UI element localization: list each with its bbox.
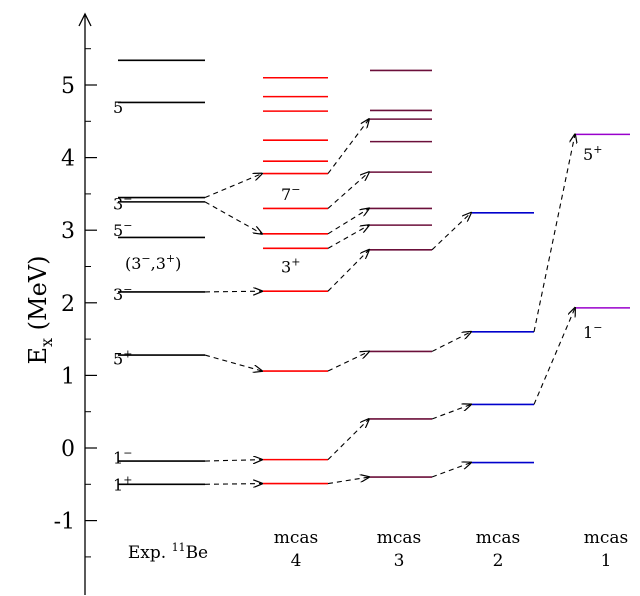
transition-arrow xyxy=(327,477,369,485)
transition-arrow xyxy=(204,201,262,234)
column-number-mcas4: 4 xyxy=(291,551,302,571)
transition-arrow xyxy=(204,460,262,461)
transition-arrow xyxy=(533,308,575,405)
column-label-mcas3: mcas xyxy=(377,528,422,548)
y-tick-label: 0 xyxy=(61,437,75,462)
column-label-mcas2: mcas xyxy=(476,528,521,548)
spin-parity-label: 3+ xyxy=(281,256,300,277)
column-number-mcas3: 3 xyxy=(394,551,405,571)
transition-arrows xyxy=(204,119,575,485)
transition-arrow xyxy=(431,404,471,420)
y-axis: -1 0 1 2 3 4 5 Ex (MeV) xyxy=(24,12,97,595)
spin-parity-label: 5− xyxy=(113,219,132,240)
spin-parity-label: 1+ xyxy=(113,473,132,494)
column-label-mcas1: mcas xyxy=(584,528,629,548)
y-tick-label: 2 xyxy=(61,292,75,317)
transition-arrow xyxy=(204,354,262,371)
energy-levels xyxy=(118,59,630,486)
transition-arrow xyxy=(327,208,369,235)
transition-arrow xyxy=(204,484,262,485)
y-axis-arrow-icon xyxy=(78,12,92,27)
transition-arrow xyxy=(327,250,369,292)
transition-arrow xyxy=(431,463,471,478)
transition-arrow xyxy=(533,134,575,332)
y-tick-label: 5 xyxy=(61,74,75,99)
transition-arrow xyxy=(327,419,369,461)
transition-arrow xyxy=(327,119,369,174)
spin-parity-label: 5+ xyxy=(583,143,602,164)
y-tick-label: 3 xyxy=(61,219,75,244)
y-axis-label: Ex (MeV) xyxy=(24,255,56,364)
spin-parity-label: 5+ xyxy=(113,348,132,369)
transition-arrow xyxy=(327,172,369,209)
transition-arrow xyxy=(327,225,369,249)
transition-arrow xyxy=(204,174,262,199)
y-tick-label: 1 xyxy=(61,364,75,389)
column-number-mcas1: 1 xyxy=(601,551,612,571)
spin-parity-label: 1− xyxy=(583,321,602,342)
y-tick-label: -1 xyxy=(54,510,75,535)
level-labels: 1+ 1− 5+ 3− (3−,3+) 5− 3− 5− 3+ 7− 5+ 1− xyxy=(113,96,602,495)
transition-arrow xyxy=(204,291,262,292)
spin-parity-label: (3−,3+) xyxy=(125,252,181,273)
spin-parity-label: 1− xyxy=(113,446,132,467)
column-labels: Exp. 11Be mcas 4 mcas 3 mcas 2 mcas 1 xyxy=(128,528,628,571)
column-number-mcas2: 2 xyxy=(493,551,504,571)
spin-parity-label: 3− xyxy=(113,192,132,213)
spin-parity-label: 3− xyxy=(113,283,132,304)
column-label-exp: Exp. 11Be xyxy=(128,541,208,563)
transition-arrow xyxy=(431,332,471,352)
column-label-mcas4: mcas xyxy=(274,528,319,548)
spin-parity-label: 7− xyxy=(281,183,300,204)
spin-parity-label: 5− xyxy=(113,96,132,117)
transition-arrow xyxy=(327,351,369,372)
transition-arrow xyxy=(431,213,471,251)
y-tick-label: 4 xyxy=(61,147,75,172)
